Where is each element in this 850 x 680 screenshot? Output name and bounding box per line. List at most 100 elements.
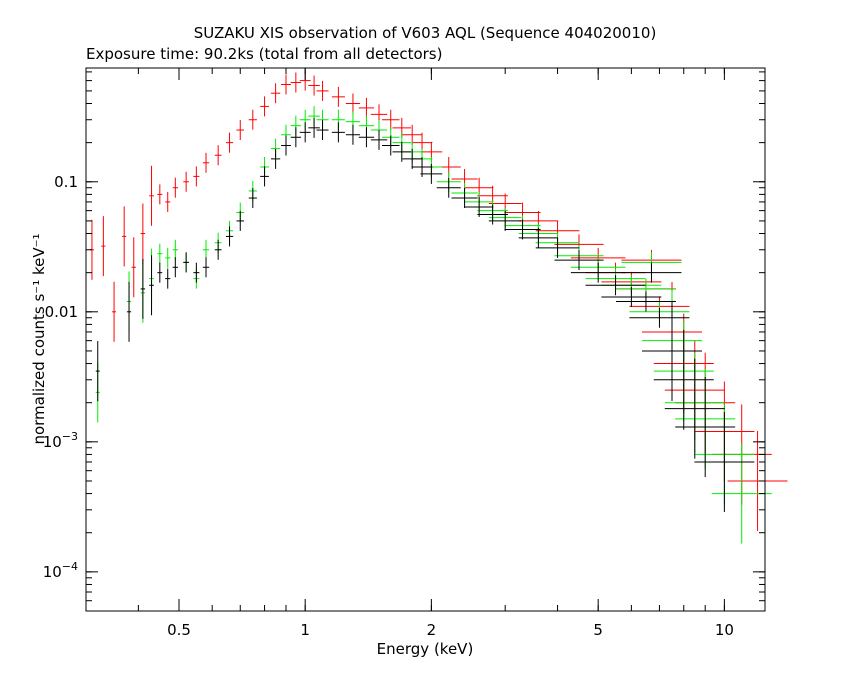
series-0: [89, 70, 788, 531]
y-tick-label: 0.01: [45, 303, 78, 321]
data-point: [694, 411, 755, 512]
data-point: [225, 226, 234, 247]
data-point: [570, 262, 626, 283]
data-point: [664, 358, 725, 459]
chart-subtitle: Exposure time: 90.2ks (total from all de…: [86, 45, 442, 63]
y-tick-label: 0.1: [54, 173, 78, 191]
data-point: [629, 307, 690, 328]
plot-frame: [85, 67, 766, 612]
data-point: [270, 83, 281, 104]
y-axis-label: normalized counts s⁻¹ keV⁻¹: [30, 233, 48, 444]
data-point: [214, 145, 222, 166]
data-point: [172, 177, 178, 198]
data-point: [165, 268, 171, 289]
data-point: [653, 329, 714, 430]
x-tick-label: 2: [427, 621, 437, 639]
y-tick-label: 10−4: [43, 560, 78, 581]
data-point: [727, 430, 788, 531]
data-point: [225, 132, 234, 153]
data-point: [370, 129, 388, 150]
data-point: [451, 188, 478, 209]
data-point: [202, 239, 210, 260]
data-point: [157, 243, 163, 264]
data-point: [236, 210, 245, 231]
data-point: [382, 109, 400, 130]
data-point: [308, 75, 320, 96]
data-point: [504, 219, 541, 240]
data-point: [149, 255, 154, 316]
data-point: [101, 216, 106, 277]
data-point: [236, 120, 245, 141]
data-point: [172, 257, 178, 278]
data-point: [248, 109, 257, 130]
series-1: [95, 106, 772, 544]
data-point: [122, 206, 127, 267]
data-point: [345, 93, 361, 114]
x-tick-label: 10: [715, 621, 734, 639]
data-point: [281, 74, 291, 95]
data-point: [358, 97, 375, 118]
data-point: [316, 120, 329, 141]
data-point: [157, 262, 163, 283]
data-point: [316, 80, 329, 101]
data-point: [183, 171, 189, 192]
data-point: [270, 148, 281, 169]
data-point: [202, 257, 210, 278]
data-point: [260, 166, 269, 187]
data-point: [299, 122, 311, 143]
data-point: [420, 163, 443, 184]
data-point: [477, 204, 508, 225]
x-tick-label: 5: [593, 621, 603, 639]
data-point: [260, 96, 269, 117]
data-point: [112, 281, 117, 342]
data-point: [488, 210, 522, 231]
data-point: [165, 247, 171, 268]
data-point: [157, 184, 163, 205]
x-tick-label: 1: [300, 621, 310, 639]
x-axis-label: Energy (keV): [377, 640, 474, 658]
data-point: [140, 258, 146, 319]
data-point: [172, 239, 178, 260]
x-tick-label: 0.5: [167, 621, 191, 639]
data-point: [358, 127, 375, 148]
data-point: [331, 122, 345, 143]
data-point: [140, 203, 146, 264]
data-point: [392, 141, 412, 162]
data-point: [642, 300, 703, 401]
data-point: [248, 188, 257, 209]
data-point: [535, 237, 580, 258]
data-point: [331, 86, 345, 107]
data-point: [621, 262, 682, 283]
data-point: [193, 262, 200, 283]
data-point: [126, 281, 132, 342]
series-2: [95, 117, 755, 512]
data-point: [183, 252, 189, 273]
data-point: [601, 286, 662, 307]
data-point: [436, 177, 461, 198]
data-point: [402, 124, 423, 145]
data-point: [464, 196, 494, 217]
data-point: [675, 377, 736, 478]
series-layer: [89, 70, 788, 544]
chart-title: SUZAKU XIS observation of V603 AQL (Sequ…: [194, 24, 657, 42]
data-point: [518, 227, 559, 248]
data-point: [382, 135, 400, 156]
data-point: [131, 237, 136, 298]
data-point: [615, 291, 676, 312]
data-point: [308, 117, 320, 138]
data-point: [95, 341, 100, 402]
data-point: [290, 127, 302, 148]
data-point: [281, 135, 291, 156]
data-point: [193, 166, 200, 187]
data-point: [214, 239, 222, 260]
data-point: [345, 124, 361, 145]
data-point: [585, 275, 646, 296]
data-point: [554, 250, 604, 271]
data-point: [402, 148, 423, 169]
data-point: [165, 191, 171, 212]
data-point: [202, 152, 210, 173]
data-point: [290, 72, 302, 93]
data-point: [149, 165, 154, 226]
